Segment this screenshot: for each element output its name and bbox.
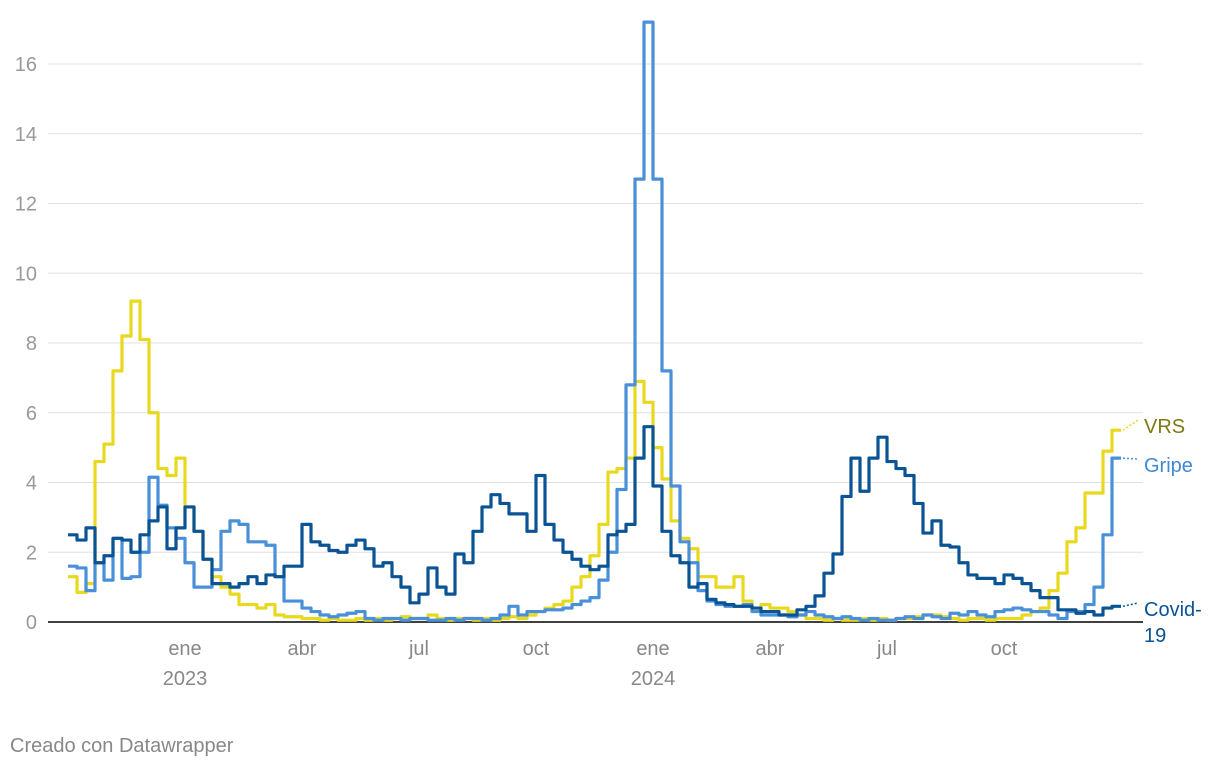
x-tick-label: oct — [991, 638, 1018, 660]
y-tick-label: 0 — [26, 612, 37, 634]
y-tick-label: 10 — [15, 263, 37, 285]
series-line — [68, 20, 1121, 622]
y-tick-label: 8 — [26, 333, 37, 355]
x-tick-label: ene 2023 — [163, 638, 208, 690]
series-label: Gripe — [1144, 455, 1193, 477]
series-line — [68, 425, 1121, 617]
x-tick-label: jul — [876, 638, 897, 660]
footer: Creado con Datawrapper — [10, 735, 234, 757]
x-tick-label: oct — [523, 638, 550, 660]
y-tick-label: 14 — [15, 124, 37, 146]
y-tick-label: 2 — [26, 542, 37, 564]
label-connector — [1122, 419, 1139, 431]
y-tick-label: 16 — [15, 54, 37, 76]
x-tick-label: abr — [756, 638, 785, 660]
x-tick-label: abr — [288, 638, 317, 660]
label-connector — [1122, 602, 1139, 608]
series-label: VRS — [1144, 416, 1185, 438]
y-tick-label: 4 — [26, 473, 37, 495]
y-tick-label: 12 — [15, 194, 37, 216]
label-connector — [1122, 457, 1139, 460]
series-line — [68, 299, 1121, 622]
x-tick-label: jul — [408, 638, 429, 660]
y-tick-label: 6 — [26, 403, 37, 425]
series-label: Covid-19 — [1144, 599, 1202, 647]
x-tick-label: ene 2024 — [631, 638, 676, 690]
